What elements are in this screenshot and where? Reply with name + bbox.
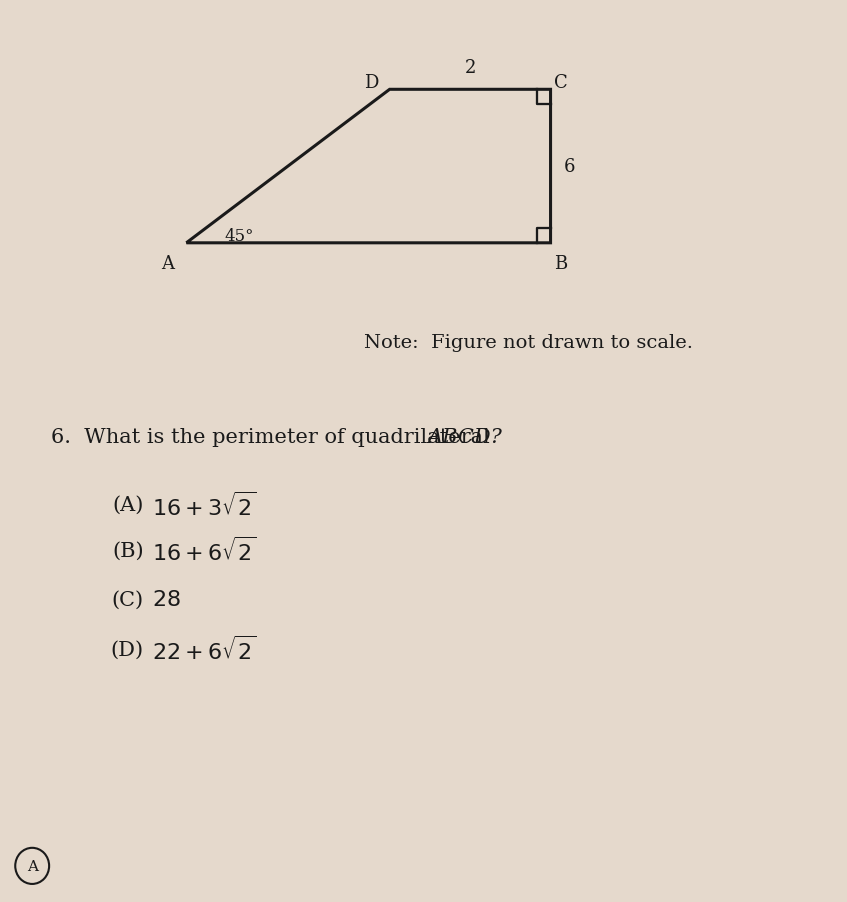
Text: 45°: 45° xyxy=(224,228,254,244)
Text: Note:  Figure not drawn to scale.: Note: Figure not drawn to scale. xyxy=(364,334,693,352)
Text: $16 + 6\sqrt{2}$: $16 + 6\sqrt{2}$ xyxy=(152,536,257,565)
Text: (B): (B) xyxy=(113,540,144,560)
Text: 2: 2 xyxy=(464,59,476,77)
Text: (D): (D) xyxy=(111,640,144,659)
Text: A: A xyxy=(161,254,174,272)
Text: ABCD?: ABCD? xyxy=(428,428,502,447)
Text: $16 + 3\sqrt{2}$: $16 + 3\sqrt{2}$ xyxy=(152,491,257,520)
Text: $28$: $28$ xyxy=(152,590,181,610)
Text: C: C xyxy=(554,74,567,92)
Text: 6: 6 xyxy=(563,158,575,176)
Text: D: D xyxy=(364,74,378,92)
Text: B: B xyxy=(554,254,567,272)
Text: 6.  What is the perimeter of quadrilateral: 6. What is the perimeter of quadrilatera… xyxy=(51,428,496,447)
Text: $22 + 6\sqrt{2}$: $22 + 6\sqrt{2}$ xyxy=(152,635,257,664)
Text: (C): (C) xyxy=(112,590,144,610)
Text: (A): (A) xyxy=(113,495,144,515)
Text: A: A xyxy=(27,859,37,873)
